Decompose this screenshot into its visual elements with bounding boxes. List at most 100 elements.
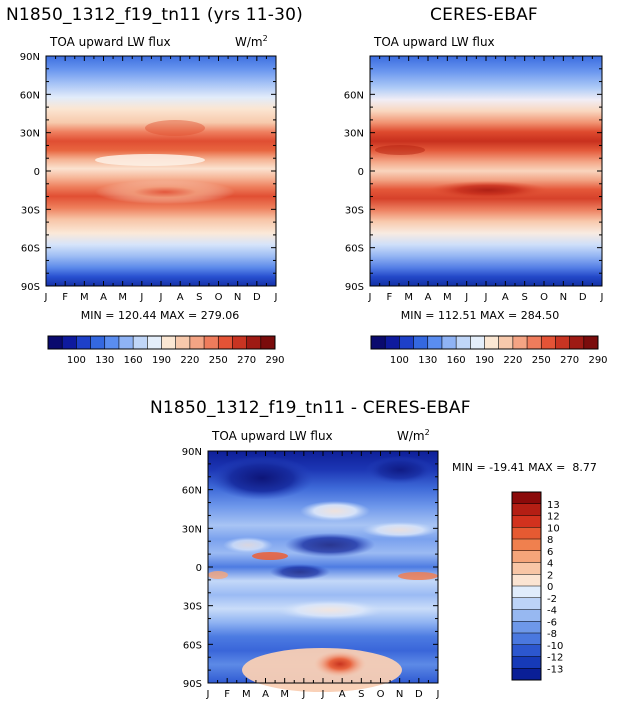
- chart1-ytick-label: 60N: [20, 90, 40, 101]
- chart3-neg-patch-1: [210, 456, 314, 500]
- chart3-colorbar-swatch: [512, 586, 541, 599]
- chart1-colorbar-label: 160: [124, 355, 143, 366]
- chart1-units-base: W/m: [235, 35, 263, 49]
- chart1-colorbar-swatch: [90, 336, 106, 349]
- chart2-colorbar-swatch: [441, 336, 457, 349]
- chart2-colorbar-swatch: [498, 336, 514, 349]
- chart3-xtick-label: J: [301, 689, 305, 700]
- chart1-xtick-label: M: [118, 292, 127, 303]
- chart1-colorbar-label: 220: [180, 355, 199, 366]
- chart3-colorbar-swatch: [512, 609, 541, 622]
- chart2-ytick-label: 90S: [345, 282, 364, 293]
- chart3-ytick-label: 60N: [182, 486, 202, 497]
- chart2-colorbar-swatch: [527, 336, 542, 349]
- chart1-colorbar-label: 190: [152, 355, 171, 366]
- chart1-colorbar-swatch: [161, 336, 176, 349]
- chart2-xtick-label: J: [368, 292, 372, 303]
- chart1-field: [46, 56, 276, 286]
- chart1-colorbar-swatch: [118, 336, 134, 349]
- chart3-stats: MIN = -19.41 MAX = 8.77: [452, 461, 597, 474]
- chart3-colorbar-swatch: [512, 668, 541, 681]
- chart3-colorbar-swatch: [512, 492, 541, 505]
- chart1-units: W/m2: [235, 34, 268, 49]
- chart2-colorbar-swatch: [456, 336, 471, 349]
- chart3-colorbar-label: -12: [547, 653, 563, 664]
- chart2-xtick-label: N: [560, 292, 567, 303]
- chart2-colorbar-swatch: [569, 336, 585, 349]
- chart3-colorbar-swatch: [512, 550, 541, 563]
- chart3-colorbar-label: -13: [547, 664, 563, 675]
- chart3-colorbar-swatch: [512, 597, 541, 610]
- chart1-equator-min: [95, 154, 205, 166]
- chart1-colorbar-swatch: [76, 336, 91, 349]
- chart3-ytick-label: 60S: [183, 640, 202, 651]
- chart2-colorbar-label: 160: [447, 355, 466, 366]
- chart3-colorbar-label: 12: [547, 512, 560, 523]
- chart3-colorbar-swatch: [512, 656, 541, 669]
- chart1-colorbar-swatch: [189, 336, 205, 349]
- chart2-colorbar-frame: [370, 335, 599, 350]
- chart2-colorbar-swatch: [541, 336, 556, 349]
- chart3-colorbar-label: 6: [547, 547, 553, 558]
- chart2-xtick-label: D: [579, 292, 587, 303]
- chart1-ytick-label: 60S: [21, 244, 40, 255]
- chart1-xtick-label: J: [274, 292, 278, 303]
- chart2-field: [370, 56, 602, 286]
- chart1-colorbar-label: 130: [95, 355, 114, 366]
- chart2-ytick-label: 30S: [345, 205, 364, 216]
- chart3-ytick-label: 30S: [183, 602, 202, 613]
- chart1-plot: [45, 55, 277, 287]
- chart2-tropics-max: [428, 181, 548, 199]
- chart3-units: W/m2: [397, 428, 430, 443]
- chart3-colorbar-label: -8: [547, 629, 557, 640]
- chart2-colorbar-swatch: [484, 336, 499, 349]
- chart2-colorbar-swatch: [555, 336, 570, 349]
- chart3-colorbar-label: -6: [547, 617, 557, 628]
- chart2-colorbar: 100 130 160 190 220 250 270 290: [370, 335, 608, 366]
- chart1-xtick-label: A: [177, 292, 184, 303]
- chart3-colorbar-label: 2: [547, 570, 553, 581]
- chart1-colorbar-swatch: [62, 336, 77, 349]
- chart1-stats: MIN = 120.44 MAX = 279.06: [81, 309, 239, 322]
- chart2-ytick-label: 60N: [344, 90, 364, 101]
- chart1-xtick-label: J: [139, 292, 143, 303]
- chart3-ytick-label: 90N: [182, 447, 202, 458]
- chart3-colorbar-swatch: [512, 644, 541, 657]
- chart3-neg-patch-4: [270, 564, 330, 580]
- chart3-colorbar-swatch: [512, 574, 541, 587]
- chart1-ytick-label: 90S: [21, 282, 40, 293]
- chart1-subtropic-max: [145, 120, 205, 136]
- chart3-plot: [207, 450, 439, 692]
- chart3-pos-patch-2: [398, 572, 438, 580]
- chart3-xtick-label: N: [396, 689, 403, 700]
- chart2-xtick-label: J: [464, 292, 468, 303]
- chart3-pos-patch-3: [208, 571, 228, 579]
- chart3-units-base: W/m: [397, 429, 425, 443]
- chart1-ytick-label: 30N: [20, 129, 40, 140]
- chart2-xtick-label: F: [386, 292, 392, 303]
- chart3-colorbar-frame: [511, 491, 542, 681]
- chart1-xtick-label: S: [196, 292, 202, 303]
- chart1-colorbar-swatch: [204, 336, 219, 349]
- chart1-colorbar-label: 290: [265, 355, 284, 366]
- chart1-colorbar-swatch: [48, 336, 63, 349]
- chart3-colorbar-swatch: [512, 503, 541, 516]
- chart1-xtick-label: D: [253, 292, 261, 303]
- chart1-ytick-label: 90N: [20, 52, 40, 63]
- chart2-colorbar-label: 250: [532, 355, 551, 366]
- chart3-colorbar-label: 8: [547, 535, 553, 546]
- chart3-pos-patch-1: [252, 552, 288, 560]
- chart2-colorbar-label: 130: [418, 355, 437, 366]
- chart3-colorbar-swatch: [512, 539, 541, 552]
- chart3-ytick-label: 90S: [183, 679, 202, 690]
- chart1-xtick-label: O: [215, 292, 223, 303]
- chart2-xtick-label: A: [502, 292, 509, 303]
- chart2-ytick-label: 60S: [345, 244, 364, 255]
- chart3-subtitle: TOA upward LW flux: [211, 429, 333, 443]
- chart3-colorbar-label: 0: [547, 582, 553, 593]
- chart1-xtick-label: M: [80, 292, 89, 303]
- chart3-colorbar-label: -4: [547, 606, 557, 617]
- chart1-xtick-label: A: [100, 292, 107, 303]
